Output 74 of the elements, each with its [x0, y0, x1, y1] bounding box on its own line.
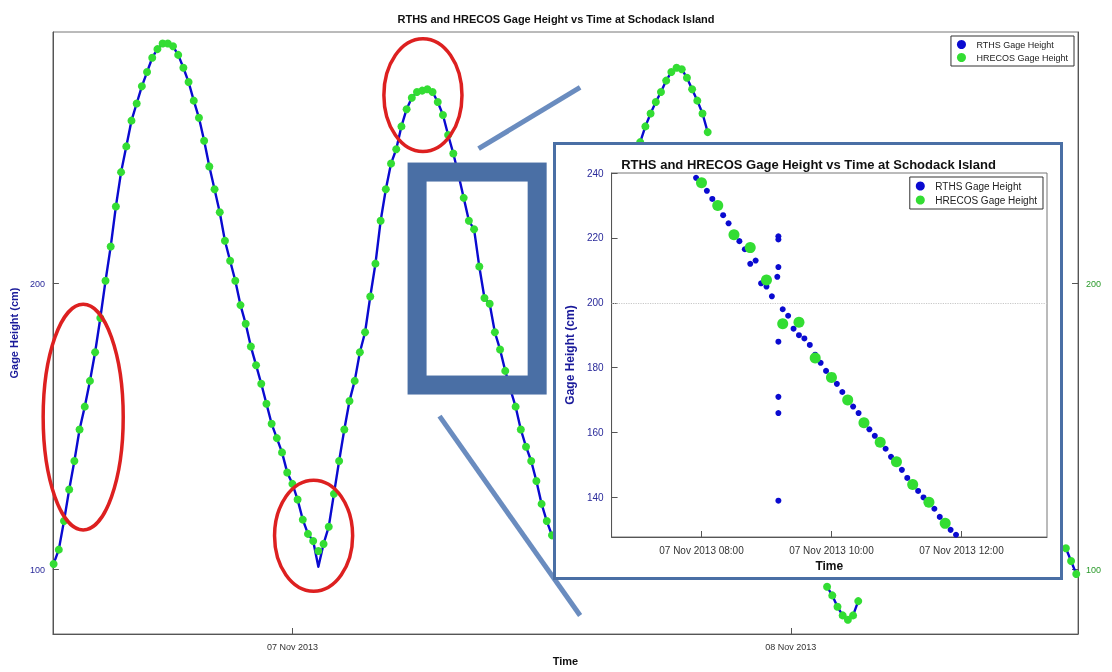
- x-tick-label: 07 Nov 2013 08:00: [658, 544, 744, 556]
- point: [775, 497, 782, 504]
- point: [939, 517, 951, 529]
- y-tick-label: 140: [586, 491, 604, 503]
- point: [890, 456, 902, 468]
- point: [822, 367, 829, 374]
- point: [774, 273, 780, 280]
- point: [775, 263, 782, 270]
- legend-label: RTHS Gage Height: [976, 39, 1055, 50]
- point: [849, 403, 856, 410]
- y2-tick-label: 100: [1086, 564, 1102, 575]
- point: [838, 388, 845, 395]
- legend-label: HRECOS Gage Height: [934, 194, 1037, 206]
- x-tick-label: 07 Nov 2013 10:00: [788, 544, 874, 556]
- x-axis-title: Time: [552, 655, 579, 668]
- point: [931, 505, 938, 512]
- chart-title: RTHS and HRECOS Gage Height vs Time at Schodack Island: [620, 156, 996, 172]
- y-tick-label: 160: [586, 426, 604, 438]
- y-axis-title: Gage Height (cm): [7, 287, 20, 379]
- x-axis-title: Time: [815, 558, 844, 573]
- point: [779, 306, 786, 313]
- point: [825, 371, 837, 383]
- point: [795, 332, 802, 339]
- point: [914, 487, 921, 494]
- point: [709, 195, 715, 202]
- point: [776, 318, 788, 330]
- point: [801, 335, 808, 342]
- point: [768, 293, 775, 300]
- point: [906, 478, 918, 490]
- y-tick-label: 240: [586, 167, 604, 179]
- point: [903, 474, 910, 481]
- point: [952, 531, 959, 538]
- point: [752, 257, 759, 264]
- point: [793, 316, 805, 328]
- point: [947, 526, 954, 533]
- point: [728, 228, 740, 240]
- point: [882, 445, 889, 452]
- point: [874, 436, 886, 448]
- y-tick-label: 180: [586, 361, 604, 373]
- point: [871, 432, 878, 439]
- point: [744, 241, 756, 253]
- point: [936, 513, 943, 520]
- point: [841, 394, 853, 406]
- point: [806, 341, 813, 348]
- point: [695, 177, 707, 189]
- point: [809, 352, 821, 364]
- y-tick-label: 200: [586, 297, 604, 309]
- point: [784, 312, 791, 319]
- point: [719, 211, 726, 218]
- legend-label: RTHS Gage Height: [934, 180, 1022, 192]
- legend-label: HRECOS Gage Height: [976, 52, 1069, 63]
- y-axis-title: Gage Height (cm): [562, 305, 577, 405]
- x-tick-label: 07 Nov 2013 12:00: [918, 544, 1004, 556]
- y2-tick-label: 200: [1086, 278, 1102, 289]
- point: [760, 274, 772, 286]
- point: [746, 260, 753, 267]
- point: [923, 496, 935, 508]
- point: [775, 409, 782, 416]
- point: [855, 409, 862, 416]
- point: [725, 220, 732, 227]
- point: [711, 199, 723, 211]
- point: [775, 338, 782, 345]
- chart-title: RTHS and HRECOS Gage Height vs Time at Schodack Island: [397, 12, 715, 25]
- point: [703, 187, 710, 194]
- point: [898, 466, 905, 473]
- y-tick-label: 220: [586, 232, 604, 244]
- point: [736, 237, 743, 244]
- point: [866, 426, 873, 433]
- x-tick-label: 08 Nov 2013: [765, 641, 817, 652]
- point: [775, 393, 782, 400]
- point: [858, 417, 870, 429]
- point: [833, 380, 840, 387]
- x-tick-label: 07 Nov 2013: [266, 641, 318, 652]
- point: [790, 325, 797, 332]
